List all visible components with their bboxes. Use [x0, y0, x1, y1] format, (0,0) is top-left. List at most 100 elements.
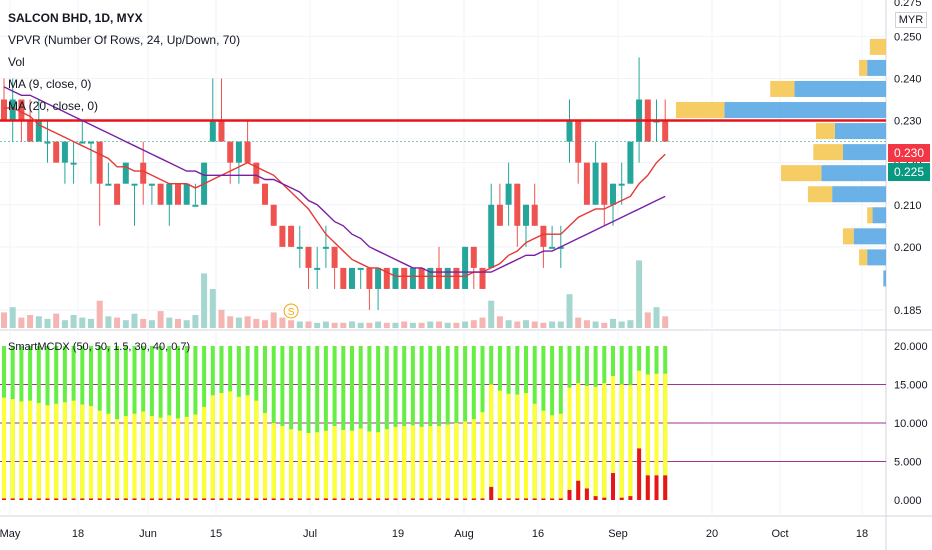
indicator-tick-label: 5.000: [894, 457, 922, 469]
volume-bar: [540, 322, 547, 328]
red-bar: [480, 498, 485, 500]
yellow-bar: [619, 384, 624, 500]
volume-bar: [157, 311, 164, 328]
red-bar: [54, 498, 59, 500]
yellow-bar: [419, 426, 424, 500]
volume-bar: [314, 322, 321, 328]
candle-body: [192, 204, 199, 207]
yellow-bar: [637, 370, 642, 500]
candle-body: [627, 141, 634, 184]
yellow-bar: [358, 428, 363, 500]
candle-body: [235, 141, 242, 163]
candle-body: [427, 267, 434, 289]
candle-body: [53, 141, 60, 163]
volume-bar: [70, 315, 77, 328]
currency-label[interactable]: MYR: [895, 12, 927, 28]
yellow-bar: [541, 410, 546, 500]
green-bar: [428, 346, 433, 500]
red-bar: [202, 498, 207, 500]
red-bar: [10, 498, 15, 500]
red-bar: [263, 498, 267, 500]
red-bar: [141, 498, 146, 500]
red-bar: [419, 498, 424, 500]
yellow-bar: [410, 425, 415, 500]
symbol-title[interactable]: SALCON BHD, 1D, MYX: [8, 11, 143, 25]
green-bar: [376, 346, 381, 500]
volume-bar: [279, 317, 286, 328]
green-bar: [341, 346, 346, 500]
red-bar: [506, 498, 511, 500]
volume-bar: [531, 321, 538, 328]
yellow-bar: [149, 416, 154, 500]
indicator-ma9[interactable]: MA (9, close, 0): [8, 77, 92, 91]
time-tick-label: 18: [72, 528, 84, 540]
candle-body: [322, 246, 329, 249]
vpvr-up-bar: [883, 270, 886, 287]
indicator-ma20[interactable]: MA (20, close, 0): [8, 99, 99, 113]
red-bar: [280, 498, 285, 500]
red-bar: [619, 497, 624, 500]
indicator-vpvr[interactable]: VPVR (Number Of Rows, 24, Up/Down, 70): [8, 33, 241, 47]
yellow-bar: [289, 429, 294, 500]
volume-bar: [53, 313, 60, 328]
smartmcdx-legend[interactable]: SmartMCDX (50, 50, 1.5, 30, 40, 0.7): [8, 341, 191, 353]
vpvr-down-bar: [816, 123, 835, 140]
volume-profile: [676, 38, 886, 287]
yellow-bar: [384, 429, 389, 500]
yellow-bar: [54, 403, 59, 500]
volume-bar: [35, 316, 42, 328]
yellow-bar: [62, 402, 67, 500]
yellow-bar: [219, 392, 224, 500]
candle-body: [175, 183, 181, 205]
volume-bar: [44, 318, 51, 328]
volume-bar: [444, 322, 451, 328]
volume-bar: [557, 321, 564, 328]
volume-bar: [453, 322, 460, 328]
volume-bar: [218, 309, 225, 328]
candle-body: [392, 267, 399, 289]
vpvr-down-bar: [813, 144, 843, 161]
green-bar: [323, 346, 328, 500]
volume-bar: [644, 312, 651, 328]
dividend-marker: [283, 303, 299, 319]
vpvr-up-bar: [794, 80, 886, 97]
moving-averages: S: [0, 86, 886, 319]
yellow-bar: [202, 406, 207, 500]
indicator-vol[interactable]: Vol: [8, 55, 25, 69]
vpvr-up-bar: [832, 186, 886, 203]
candle-body: [601, 162, 608, 205]
green-bar: [437, 346, 441, 500]
red-bar: [384, 498, 389, 500]
red-bar: [471, 498, 476, 500]
volume-bar: [375, 321, 382, 328]
volume-bar: [653, 307, 660, 328]
yellow-bar: [524, 392, 528, 500]
red-bar: [315, 498, 320, 500]
price-tick-label: 0.210: [894, 200, 922, 212]
candle-body: [523, 204, 529, 226]
candle-body: [383, 267, 390, 289]
vpvr-down-bar: [770, 80, 795, 97]
green-bar: [384, 346, 389, 500]
time-tick-label: 16: [532, 528, 544, 540]
yellow-bar: [437, 426, 441, 500]
candle-body: [462, 246, 469, 289]
price-tick-label: 0.240: [894, 73, 922, 85]
red-bar: [576, 480, 581, 500]
red-bar: [497, 498, 502, 500]
yellow-bar: [115, 419, 120, 500]
red-bar: [410, 498, 415, 500]
candle-body: [209, 120, 216, 142]
yellow-bar: [663, 373, 668, 500]
volume-bar: [418, 322, 425, 328]
candle-body: [418, 267, 425, 289]
yellow-bar: [2, 397, 6, 500]
red-bar: [645, 475, 650, 500]
green-bar: [315, 346, 320, 500]
candle-body: [375, 267, 382, 289]
price-badge-resistance: 0.230: [888, 144, 930, 162]
yellow-bar: [280, 426, 285, 500]
volume-bar: [201, 273, 208, 328]
